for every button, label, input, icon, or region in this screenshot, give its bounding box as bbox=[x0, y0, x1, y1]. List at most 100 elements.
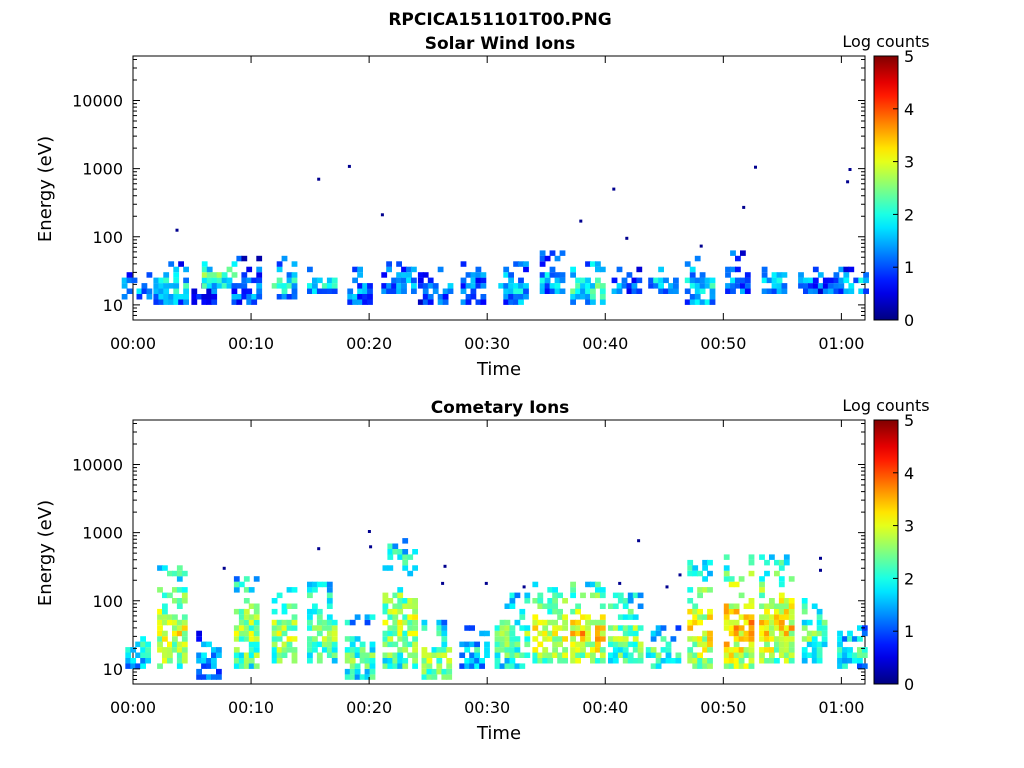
spectrogram-cell bbox=[191, 299, 198, 305]
spectrogram-cell bbox=[307, 614, 313, 620]
spectrogram-cell bbox=[359, 652, 366, 658]
spectrogram-cell bbox=[470, 288, 477, 294]
spectrogram-cell bbox=[460, 261, 467, 267]
spectrogram-cell bbox=[441, 668, 448, 675]
spectrogram-cell bbox=[446, 647, 453, 653]
spectrogram-cell bbox=[470, 277, 477, 284]
spectrogram-cell bbox=[411, 277, 417, 284]
spectrogram-cell bbox=[499, 663, 506, 669]
spectrogram-cell bbox=[401, 283, 407, 289]
spectrogram-cell bbox=[172, 587, 178, 593]
spectrogram-cell bbox=[523, 261, 529, 267]
spectrogram-cell bbox=[733, 619, 740, 626]
spectrogram-cell bbox=[509, 636, 516, 642]
spectrogram-cell bbox=[503, 294, 510, 300]
spectrogram-cell bbox=[349, 647, 356, 653]
spectrogram-cell bbox=[769, 625, 775, 631]
spectrogram-cell bbox=[559, 288, 566, 294]
spectrogram-cell bbox=[509, 658, 516, 664]
spectrogram-cell bbox=[616, 288, 623, 294]
spectrogram-cell bbox=[459, 641, 466, 648]
spectrogram-cell bbox=[689, 277, 696, 284]
spectrogram-cell bbox=[514, 641, 521, 648]
spectrogram-cell bbox=[778, 592, 785, 599]
spectrogram-cell bbox=[728, 652, 735, 658]
spectrogram-cell bbox=[632, 636, 639, 642]
spectrogram-cell bbox=[612, 658, 619, 664]
spectrogram-cell bbox=[694, 255, 701, 262]
spectrogram-cell bbox=[231, 261, 238, 267]
spectrogram-cell bbox=[783, 614, 790, 620]
spectrogram-cell bbox=[833, 277, 840, 284]
spectrogram-cell bbox=[608, 625, 614, 631]
y-tick-label: 1000 bbox=[82, 524, 123, 543]
spectrogram-cell bbox=[141, 288, 148, 294]
spectrogram-cell bbox=[307, 592, 313, 599]
spectrogram-cell bbox=[636, 266, 643, 273]
spectrogram-cell bbox=[585, 277, 591, 284]
spectrogram-cell bbox=[226, 283, 233, 289]
spectrogram-cell bbox=[206, 674, 212, 680]
spectrogram-cell bbox=[648, 277, 654, 284]
spectrogram-cell bbox=[738, 592, 745, 599]
spectrogram-cell bbox=[748, 630, 755, 637]
spectrogram-cell bbox=[504, 647, 511, 653]
spectrogram-cell bbox=[183, 288, 189, 294]
spectrogram-cell bbox=[599, 299, 606, 305]
spectrogram-cell bbox=[738, 658, 745, 664]
spectrogram-cell bbox=[136, 288, 143, 294]
spectrogram-cell bbox=[725, 272, 731, 278]
spectrogram-cell bbox=[402, 549, 409, 555]
spectrogram-cell bbox=[759, 576, 765, 582]
spectrogram-cell bbox=[764, 625, 770, 631]
spectrogram-cell bbox=[191, 288, 198, 294]
spectrogram-cell bbox=[181, 592, 188, 599]
spectrogram-cell bbox=[774, 559, 780, 566]
spectrogram-cell bbox=[735, 255, 741, 262]
x-tick-label: 01:00 bbox=[818, 698, 864, 717]
spectrogram-cell bbox=[475, 283, 482, 289]
spectrogram-cells bbox=[121, 164, 869, 305]
spectrogram-cell bbox=[357, 272, 363, 278]
spectrogram-cell bbox=[687, 652, 694, 658]
spectrogram-cell bbox=[769, 647, 775, 653]
spectrogram-cell bbox=[519, 663, 526, 669]
spectrogram-cell bbox=[460, 288, 467, 294]
spectrogram-cell bbox=[176, 652, 183, 658]
spectrogram-cell bbox=[764, 570, 770, 577]
data-point bbox=[347, 164, 351, 168]
spectrogram-cell bbox=[176, 565, 183, 571]
spectrogram-cell bbox=[599, 294, 606, 300]
spectrogram-cell bbox=[537, 619, 544, 626]
spectrogram-cell bbox=[382, 592, 389, 599]
spectrogram-cell bbox=[816, 647, 823, 653]
spectrogram-cell bbox=[253, 663, 260, 669]
spectrogram-cell bbox=[699, 283, 706, 289]
spectrogram-cell bbox=[436, 647, 443, 653]
spectrogram-cell bbox=[233, 608, 240, 615]
spectrogram-cell bbox=[524, 592, 531, 599]
spectrogram-cell bbox=[233, 663, 240, 669]
spectrogram-cell bbox=[253, 641, 260, 648]
spectrogram-cell bbox=[475, 266, 482, 273]
spectrogram-cell bbox=[241, 294, 248, 300]
spectrogram-cell bbox=[316, 658, 323, 664]
spectrogram-cell bbox=[173, 272, 180, 278]
spectrogram-cell bbox=[344, 619, 351, 626]
spectrogram-cell bbox=[494, 636, 501, 642]
spectrogram-cell bbox=[622, 658, 629, 664]
spectrogram-cell bbox=[783, 630, 790, 637]
spectrogram-cell bbox=[331, 647, 338, 653]
spectrogram-cell bbox=[474, 641, 480, 648]
spectrogram-cell bbox=[181, 630, 188, 637]
spectrogram-cell bbox=[326, 598, 333, 604]
spectrogram-cell bbox=[595, 641, 601, 648]
spectrogram-cell bbox=[837, 652, 843, 658]
spectrogram-cell bbox=[441, 625, 448, 631]
spectrogram-cell bbox=[253, 652, 260, 658]
spectrogram-cell bbox=[176, 570, 183, 577]
spectrogram-cell bbox=[206, 663, 212, 669]
spectrogram-cell bbox=[863, 277, 869, 284]
spectrogram-cell bbox=[503, 299, 510, 305]
